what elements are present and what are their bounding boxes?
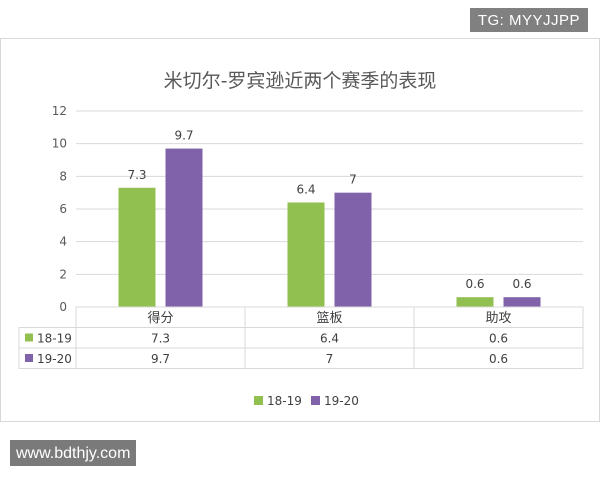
category-label: 得分	[147, 310, 173, 326]
category-label: 助攻	[485, 311, 511, 326]
table-cell-value: 7	[326, 352, 334, 366]
legend-swatch	[254, 396, 263, 405]
watermark-tag: TG: MYYJJPP	[469, 8, 588, 32]
watermark-tag-text: TG: MYYJJPP	[477, 12, 580, 29]
y-tick-label: 12	[52, 104, 67, 118]
table-legend-key	[25, 333, 33, 342]
table-cell-value: 9.7	[151, 352, 170, 366]
y-tick-label: 2	[59, 267, 67, 281]
table-cell-value: 0.6	[489, 352, 508, 366]
bar-data-label: 6.4	[296, 182, 315, 196]
y-tick-label: 10	[52, 137, 67, 151]
table-cell-value: 6.4	[320, 332, 339, 346]
table-series-name: 18-19	[37, 332, 72, 346]
y-tick-label: 8	[59, 169, 67, 183]
table-cell-value: 0.6	[489, 332, 508, 346]
bar-data-label: 0.6	[465, 277, 484, 291]
table-legend-key	[25, 354, 33, 362]
y-tick-label: 0	[59, 300, 67, 314]
chart-frame: 米切尔-罗宾逊近两个赛季的表现 0 2 4 6 8 10 12 7.3 6.4 0.6 9.7 7 0.6…	[0, 38, 600, 422]
watermark-url-text: www.bdthjy.com	[16, 445, 131, 462]
bar-chart: 米切尔-罗宾逊近两个赛季的表现 0 2 4 6 8 10 12 7.3 6.4 0.6 9.7 7 0.6…	[18, 70, 584, 408]
bar-data-label: 9.7	[174, 129, 193, 143]
bar-data-label: 0.6	[512, 277, 531, 291]
legend-label: 19-20	[324, 394, 359, 408]
bar-data-label: 7.3	[127, 168, 146, 182]
table-series-name: 19-20	[37, 352, 72, 366]
bar	[456, 297, 494, 307]
chart-title: 米切尔-罗宾逊近两个赛季的表现	[164, 70, 437, 92]
bar	[118, 187, 156, 307]
legend-label: 18-19	[267, 394, 302, 408]
bar	[334, 192, 372, 307]
y-tick-label: 6	[59, 202, 67, 216]
bar	[287, 202, 325, 307]
table-cell-value: 7.3	[151, 332, 170, 346]
bar	[503, 297, 541, 307]
legend-swatch	[311, 396, 320, 405]
watermark-url: www.bdthjy.com	[10, 440, 137, 466]
bar-data-label: 7	[349, 173, 357, 187]
category-label: 篮板	[316, 311, 342, 326]
y-tick-label: 4	[59, 235, 67, 249]
bar	[165, 148, 203, 307]
